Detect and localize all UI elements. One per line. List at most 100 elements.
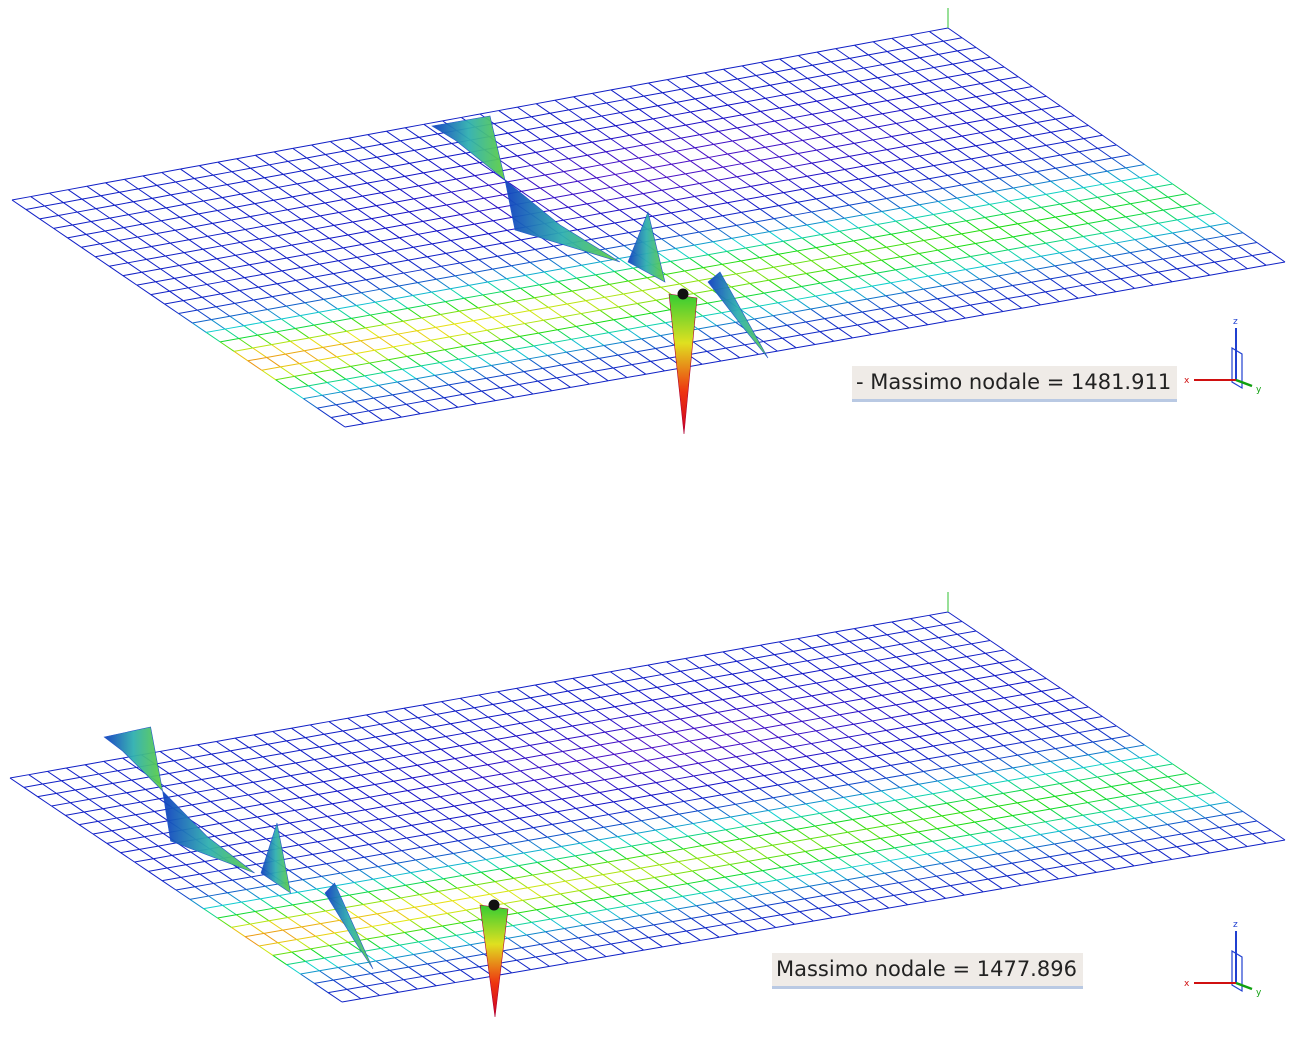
mesh-edge <box>214 883 228 892</box>
mesh-edge <box>745 293 764 296</box>
mesh-edge <box>666 271 685 274</box>
mesh-edge <box>1191 853 1210 856</box>
mesh-edge <box>962 666 981 669</box>
mesh-edge <box>783 286 802 289</box>
mesh-edge <box>342 344 356 353</box>
mesh-edge <box>422 749 441 752</box>
mesh-edge <box>528 888 542 897</box>
mesh-edge <box>347 283 361 293</box>
mesh-edge <box>1040 831 1059 834</box>
mesh-edge <box>356 354 370 363</box>
mesh-edge <box>472 847 491 850</box>
mesh-edge <box>1064 866 1078 875</box>
mesh-edge <box>328 335 342 344</box>
mesh-edge <box>718 712 732 721</box>
mesh-edge <box>938 682 957 685</box>
mesh-edge <box>956 822 975 825</box>
mesh-edge <box>948 660 962 669</box>
mesh-edge <box>416 375 435 378</box>
mesh-edge <box>868 101 887 104</box>
mesh-edge <box>119 237 138 240</box>
mesh-edge <box>956 825 970 834</box>
mesh-edge <box>290 386 309 389</box>
mesh-edge <box>765 144 784 147</box>
mesh-edge <box>40 219 54 228</box>
mesh-edge <box>554 951 573 954</box>
mesh-edge <box>625 148 639 158</box>
mesh-edge <box>652 213 671 216</box>
mesh-edge <box>224 811 238 820</box>
mesh-edge <box>454 369 473 372</box>
mesh-edge <box>662 671 681 674</box>
mesh-edge <box>58 215 72 224</box>
mesh-edge <box>310 722 329 725</box>
mesh-edge <box>892 35 911 38</box>
mesh-edge <box>1036 800 1050 809</box>
mesh-edge <box>582 701 596 710</box>
mesh-edge <box>539 764 558 767</box>
mesh-edge <box>835 680 849 689</box>
mesh-edge <box>798 150 817 153</box>
mesh-edge <box>755 271 769 281</box>
mesh-edge <box>344 148 363 151</box>
mesh-edge <box>1074 745 1088 754</box>
mesh-edge <box>68 238 82 247</box>
mesh-edge <box>644 96 658 106</box>
mesh-edge <box>820 813 834 822</box>
mesh-edge <box>465 957 479 966</box>
mesh-edge <box>826 75 840 85</box>
mesh-edge <box>887 97 906 100</box>
mesh-edge <box>961 809 980 812</box>
axis-label: x <box>1184 979 1190 989</box>
axis-label: z <box>1233 920 1238 930</box>
mesh-edge <box>1007 876 1021 885</box>
mesh-edge <box>999 126 1018 129</box>
mesh-edge <box>494 124 508 134</box>
mesh-edge <box>882 692 901 695</box>
mesh-edge <box>554 729 568 738</box>
mesh-edge <box>188 767 207 770</box>
mesh-edge <box>542 894 561 897</box>
mesh-edge <box>394 299 408 309</box>
mesh-edge <box>446 253 460 263</box>
mesh-edge <box>747 98 766 101</box>
mesh-edge <box>633 316 647 326</box>
mesh-edge <box>38 793 57 796</box>
mesh-edge <box>103 809 117 818</box>
mesh-edge <box>971 61 985 71</box>
mesh-edge <box>999 755 1018 758</box>
mesh-edge <box>412 822 431 825</box>
mesh-edge <box>1154 767 1168 776</box>
mesh-edge <box>603 875 617 884</box>
mesh-edge <box>312 898 331 901</box>
mesh-edge <box>1059 298 1078 301</box>
mesh-edge <box>739 883 758 886</box>
mesh-edge <box>264 178 278 188</box>
mesh-edge <box>1139 275 1153 285</box>
mesh-edge <box>306 206 320 216</box>
mesh-edge <box>938 781 952 790</box>
mesh-edge <box>618 352 637 355</box>
mesh-edge <box>985 165 1004 168</box>
mesh-edge <box>599 355 618 358</box>
mesh-edge <box>671 693 690 696</box>
mesh-edge <box>1102 135 1116 145</box>
mesh-edge <box>1111 831 1130 834</box>
mesh-edge <box>422 753 436 762</box>
mesh-edge <box>619 691 638 694</box>
mesh-edge <box>779 157 793 167</box>
mesh-edge <box>129 215 143 224</box>
mesh-edge <box>445 784 459 793</box>
mesh-edge <box>600 742 619 745</box>
mesh-edge <box>531 165 545 175</box>
mesh-edge <box>336 835 355 838</box>
mesh-edge <box>946 848 965 851</box>
mesh-edge <box>607 906 626 909</box>
mesh-edge <box>391 167 405 177</box>
mesh-edge <box>851 911 870 914</box>
mesh-edge <box>951 308 965 318</box>
mesh-edge <box>594 371 608 381</box>
mesh-edge <box>1153 815 1167 824</box>
mesh-edge <box>756 173 770 183</box>
mesh-edge <box>529 355 548 358</box>
